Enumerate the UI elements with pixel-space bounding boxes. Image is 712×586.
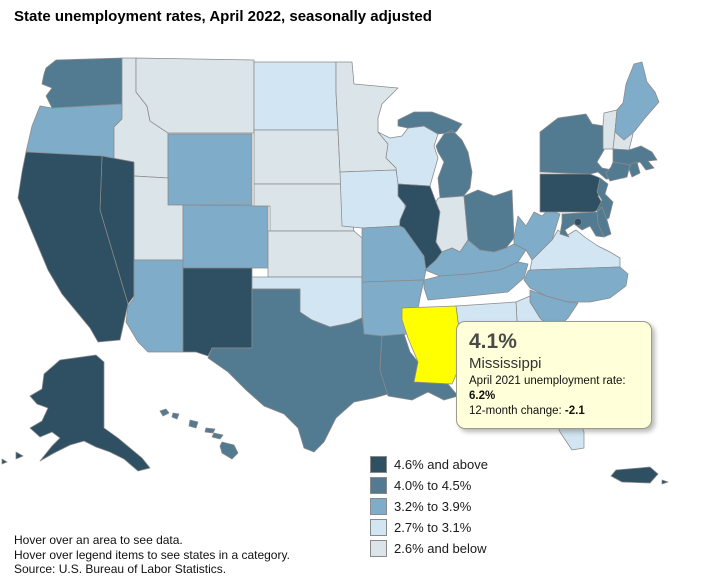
legend-swatch-2-7-to-3-1 (370, 519, 387, 536)
footer-notes: Hover over an area to see data. Hover ov… (14, 533, 290, 577)
state-colorado[interactable] (182, 204, 269, 269)
footer-hover-note: Hover over an area to see data. (14, 533, 183, 547)
tooltip-change-line: 12-month change: -2.1 (469, 404, 639, 419)
state-maryland[interactable] (559, 211, 605, 238)
tooltip-prev-rate-value: 6.2% (469, 390, 496, 402)
legend-label-4-6-and-above: 4.6% and above (394, 457, 488, 472)
legend-label-2-7-to-3-1: 2.7% to 3.1% (394, 520, 472, 535)
legend-item-2-6-and-below[interactable]: 2.6% and below (370, 540, 488, 557)
state-michigan[interactable] (397, 111, 473, 199)
legend-label-3-2-to-3-9: 3.2% to 3.9% (394, 499, 472, 514)
legend-swatch-3-2-to-3-9 (370, 498, 387, 515)
legend-swatch-2-6-and-below (370, 540, 387, 557)
state-west-virginia[interactable] (513, 209, 561, 261)
legend-swatch-4-0-to-4-5 (370, 477, 387, 494)
state-south-dakota[interactable] (253, 129, 343, 185)
state-district-of-columbia[interactable] (574, 218, 582, 226)
tooltip-state-name: Mississippi (469, 355, 542, 372)
state-maine[interactable] (614, 61, 660, 141)
hover-tooltip: 4.1% Mississippi April 2021 unemployment… (456, 321, 652, 429)
tooltip-change-value: -2.1 (564, 405, 585, 417)
state-texas[interactable] (207, 288, 389, 453)
tooltip-prev-rate-label: April 2021 unemployment rate: (469, 375, 626, 387)
state-kansas[interactable] (267, 230, 363, 278)
state-nebraska[interactable] (253, 183, 355, 232)
legend-item-3-2-to-3-9[interactable]: 3.2% to 3.9% (370, 498, 488, 515)
state-north-carolina[interactable] (523, 266, 629, 303)
tooltip-prev-rate-line: April 2021 unemployment rate: 6.2% (469, 374, 639, 404)
legend-label-4-0-to-4-5: 4.0% to 4.5% (394, 478, 472, 493)
state-iowa[interactable] (339, 169, 407, 229)
state-north-dakota[interactable] (253, 61, 339, 131)
state-wisconsin[interactable] (377, 125, 439, 187)
state-washington[interactable] (41, 57, 123, 109)
state-hawaii[interactable] (159, 408, 239, 460)
legend-swatch-4-6-and-above (370, 456, 387, 473)
legend-item-2-7-to-3-1[interactable]: 2.7% to 3.1% (370, 519, 488, 536)
state-connecticut[interactable] (605, 161, 631, 182)
state-california[interactable] (17, 151, 129, 343)
footer-source-note: Source: U.S. Bureau of Labor Statistics. (14, 562, 227, 576)
map-legend: 4.6% and above 4.0% to 4.5% 3.2% to 3.9%… (370, 456, 488, 561)
state-rhode-island[interactable] (628, 161, 641, 178)
tooltip-rate: 4.1% (469, 330, 517, 353)
states-layer (1, 57, 669, 485)
state-montana[interactable] (135, 57, 255, 134)
state-pennsylvania[interactable] (539, 173, 607, 213)
tooltip-change-label: 12-month change: (469, 405, 565, 417)
state-oregon[interactable] (25, 103, 123, 161)
legend-item-4-6-and-above[interactable]: 4.6% and above (370, 456, 488, 473)
state-wyoming[interactable] (167, 133, 253, 206)
state-puerto-rico[interactable] (610, 466, 669, 485)
footer-legend-note: Hover over legend items to see states in… (14, 547, 290, 562)
legend-label-2-6-and-below: 2.6% and below (394, 541, 487, 556)
state-mississippi[interactable] (401, 305, 465, 385)
state-indiana[interactable] (435, 195, 469, 253)
state-arizona[interactable] (125, 259, 184, 353)
state-tennessee[interactable] (423, 261, 529, 301)
state-alaska[interactable] (1, 354, 151, 472)
legend-item-4-0-to-4-5[interactable]: 4.0% to 4.5% (370, 477, 488, 494)
state-new-mexico[interactable] (182, 267, 253, 357)
page-title: State unemployment rates, April 2022, se… (14, 8, 432, 25)
